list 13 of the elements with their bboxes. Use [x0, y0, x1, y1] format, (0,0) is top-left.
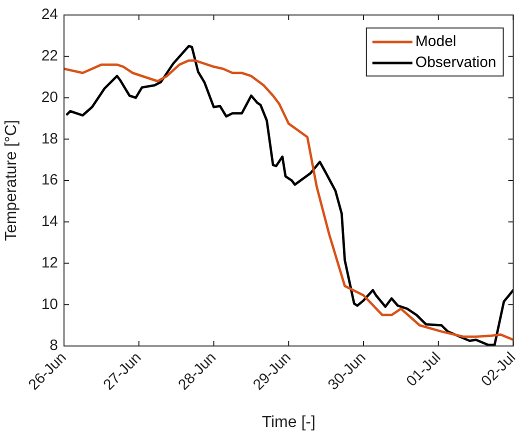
y-tick-label: 16 — [41, 172, 58, 189]
x-axis-title: Time [-] — [262, 414, 316, 431]
y-tick-label: 18 — [41, 130, 58, 148]
y-tick-label: 14 — [41, 213, 58, 230]
y-tick-label: 10 — [41, 296, 58, 313]
y-tick-label: 8 — [50, 337, 58, 354]
legend-label: Observation — [415, 54, 496, 72]
y-tick-label: 20 — [41, 88, 58, 106]
legend-label: Model — [415, 33, 456, 50]
y-tick-label: 12 — [41, 254, 58, 272]
y-tick-label: 24 — [41, 6, 58, 24]
y-axis-title: Temperature [°C] — [3, 120, 20, 242]
y-tick-label: 22 — [41, 48, 58, 65]
